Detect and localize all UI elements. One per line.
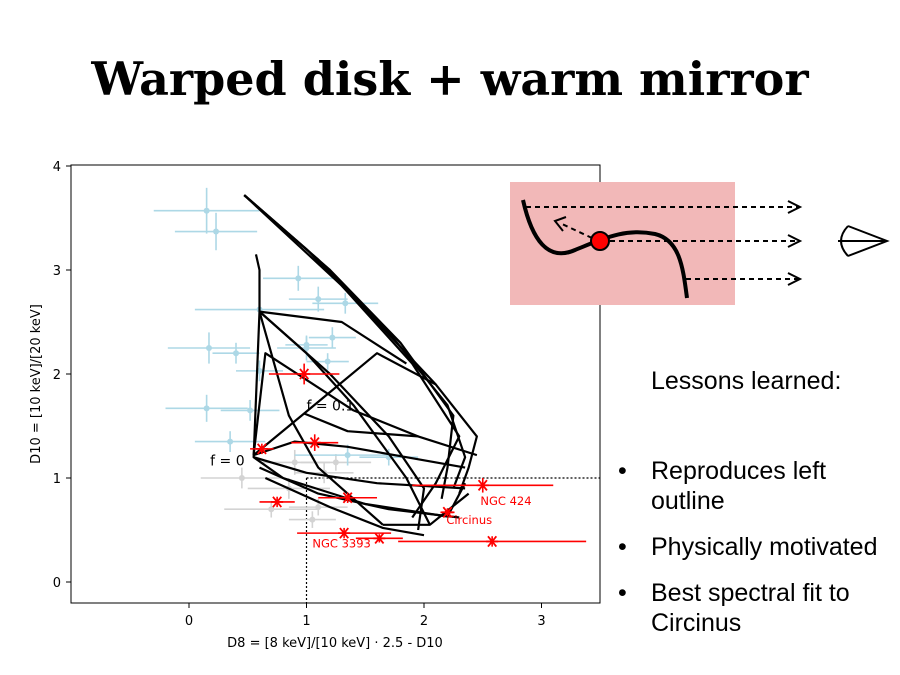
plot-frame <box>70 164 601 604</box>
x-tick-label: 3 <box>537 614 545 629</box>
source-star-marker <box>308 436 321 449</box>
annotation-f-0-1: f = 0.1 <box>307 398 355 414</box>
model-grid-line <box>252 254 467 518</box>
source-label: NGC 3393 <box>312 537 370 551</box>
x-tick-label: 2 <box>420 614 428 629</box>
inset-box <box>510 182 735 305</box>
model-grid-line <box>252 412 478 457</box>
annotation-f-0: f = 0 <box>210 454 244 470</box>
data-point <box>233 350 239 357</box>
warm-mirror-dot <box>590 231 610 251</box>
data-point <box>268 506 275 513</box>
data-point <box>295 275 302 282</box>
x-tick-label: 1 <box>302 614 310 629</box>
data-point <box>324 358 331 365</box>
source-star-marker <box>373 532 386 544</box>
x-tick-label: 0 <box>185 614 193 629</box>
ray-middle-arrowhead <box>787 234 803 248</box>
source-star-marker <box>341 492 354 504</box>
model-grid-line <box>259 310 407 365</box>
model-grid-line <box>243 194 461 519</box>
model-grid-line <box>258 310 426 531</box>
source-label: NGC 424 <box>480 494 531 508</box>
x-axis-title: D8 = [8 keV]/[10 keV] · 2.5 - D10 <box>227 636 443 651</box>
ray-bottom-arrowhead <box>787 272 803 286</box>
data-point <box>238 475 245 481</box>
data-point <box>303 341 310 348</box>
observed-sources-layer <box>250 363 587 548</box>
y-tick-label: 4 <box>53 160 61 175</box>
warped-disk-inset <box>510 182 890 305</box>
ray-reflected <box>561 223 593 239</box>
model-grid-line <box>264 476 425 537</box>
source-labels-layer: NGC 424 Circinus NGC 3393 <box>312 494 531 551</box>
source-star-marker <box>441 506 454 518</box>
data-point <box>213 228 220 235</box>
model-grid-line <box>259 466 460 519</box>
model-grid-line <box>303 352 437 415</box>
background-sample-layer <box>153 187 419 466</box>
y-axis-title: D10 = [10 keV]/[20 keV] <box>29 304 44 464</box>
source-star-marker <box>338 527 351 539</box>
source-star-marker <box>476 479 489 491</box>
lessons-heading: Lessons learned: <box>651 367 842 395</box>
eye-icon <box>838 225 890 257</box>
axis-ticks-layer: 0 1 2 3 0 1 2 3 4 <box>53 160 546 629</box>
data-point <box>227 438 234 445</box>
data-point <box>247 407 254 414</box>
data-point <box>203 405 210 412</box>
lessons-list: Reproduces left outline Physically motiv… <box>618 456 900 638</box>
y-tick-label: 0 <box>53 576 61 591</box>
warped-disk-curve <box>521 199 689 299</box>
model-grid-line <box>243 194 467 489</box>
data-point <box>344 452 351 459</box>
data-point <box>203 207 210 214</box>
data-point <box>205 345 212 351</box>
source-star-marker <box>298 368 311 380</box>
ray-reflected-arrowhead <box>553 216 567 232</box>
model-grid-line <box>258 311 384 526</box>
source-label: Circinus <box>446 513 492 527</box>
model-grid-line <box>253 440 466 469</box>
bullet-item: Best spectral fit to Circinus <box>618 578 900 638</box>
data-point <box>315 296 322 303</box>
data-point <box>332 459 339 466</box>
source-star-marker <box>271 496 284 508</box>
data-point <box>291 459 298 466</box>
data-point <box>309 516 316 523</box>
model-grid-line <box>252 352 419 456</box>
y-tick-label: 3 <box>53 264 61 279</box>
model-grid-layer <box>243 194 478 537</box>
bullet-item: Physically motivated <box>618 532 900 562</box>
y-tick-label: 2 <box>53 368 61 383</box>
source-star-marker <box>486 535 499 548</box>
model-grid-line <box>382 492 470 526</box>
source-star-marker <box>255 443 268 455</box>
lessons-panel: Lessons learned: Reproduces left outline… <box>618 366 900 654</box>
bullet-item: Reproduces left outline <box>618 456 900 516</box>
data-point <box>342 300 349 307</box>
data-point <box>329 334 336 341</box>
slide-title: Warped disk + warm mirror <box>91 52 809 106</box>
ray-top-arrowhead <box>787 200 803 214</box>
y-tick-label: 1 <box>53 472 61 487</box>
